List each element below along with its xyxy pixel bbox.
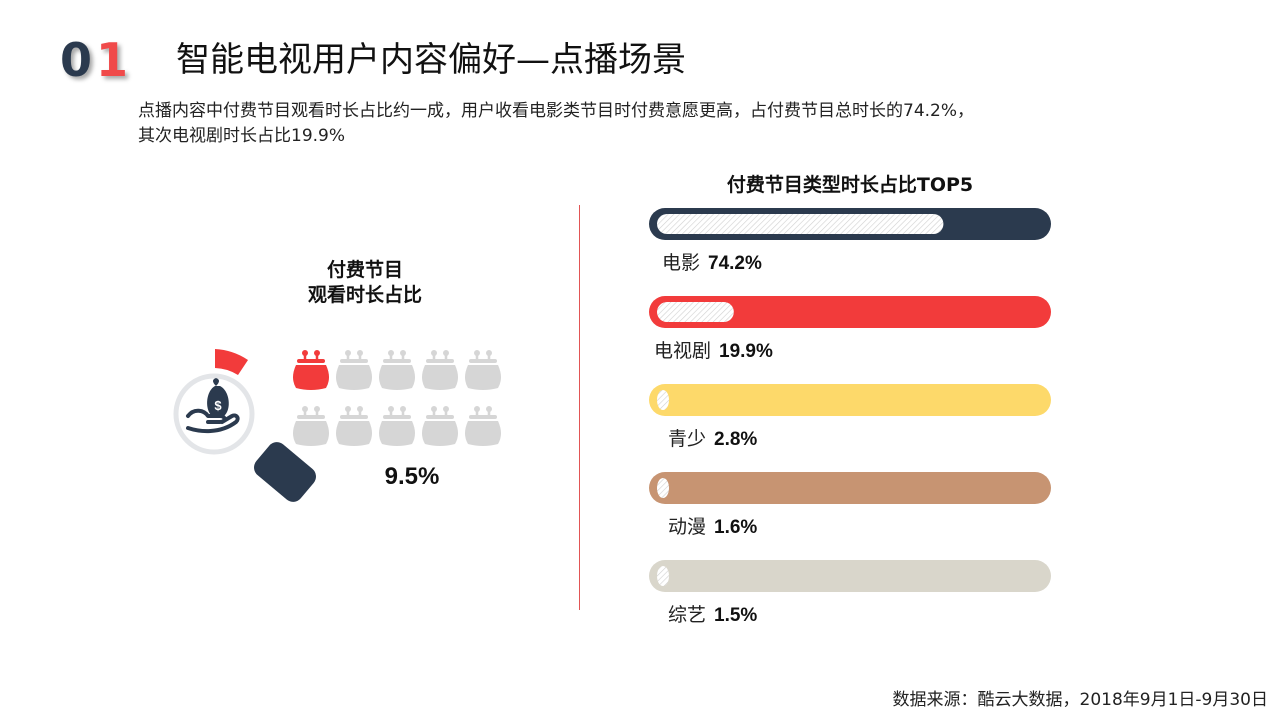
bar-category-label: 青少: [668, 428, 707, 450]
bar-label-0: 电影 74.2%: [662, 248, 762, 275]
purse-icon: [422, 406, 458, 446]
bar-track-3: [649, 472, 1051, 504]
description-line-1: 点播内容中付费节目观看时长占比约一成，用户收看电影类节目时付费意愿更高，占付费节…: [138, 101, 975, 121]
purse-icon: [379, 406, 415, 446]
paid-share-label-line1: 付费节目: [326, 259, 403, 281]
bar-category-label: 动漫: [668, 516, 707, 538]
divider-line: [579, 205, 580, 610]
svg-text:$: $: [214, 398, 222, 413]
bar-chart: [649, 208, 1051, 592]
bar-value-label: 74.2%: [708, 253, 762, 274]
paid-share-label: 付费节目 观看时长占比: [290, 258, 440, 308]
purse-icon: [422, 350, 458, 390]
purse-icon: [293, 406, 329, 446]
bar-category-label: 电影: [662, 252, 701, 274]
section-number: 01: [60, 36, 132, 84]
bar-fill-4: [657, 566, 669, 586]
purse-icon: [336, 350, 372, 390]
paid-share-percent: 9.5%: [384, 463, 440, 490]
purse-icon: [465, 350, 501, 390]
bar-fill-2: [657, 390, 669, 410]
money-bag-hand-icon: $: [173, 349, 316, 502]
bar-label-1: 电视剧 19.9%: [654, 336, 773, 363]
bar-value-label: 1.5%: [714, 605, 758, 626]
money-bag: [213, 378, 219, 386]
purse-icon: [293, 350, 329, 390]
bar-value-label: 19.9%: [719, 341, 773, 362]
bar-fill-3: [657, 478, 669, 498]
purse-icon: [336, 406, 372, 446]
bar-value-label: 2.8%: [714, 429, 758, 450]
description-line-2: 其次电视剧时长占比19.9%: [138, 126, 346, 146]
bar-label-2: 青少 2.8%: [668, 424, 757, 451]
wallet-shape: [254, 442, 316, 502]
hand: [186, 408, 240, 434]
bar-value-label: 1.6%: [714, 517, 758, 538]
bar-category-label: 综艺: [668, 604, 707, 626]
arc-segment-red: [215, 349, 248, 375]
page-title: 智能电视用户内容偏好—点播场景: [176, 40, 686, 80]
chart-title: 付费节目类型时长占比TOP5: [726, 174, 974, 196]
section-number-digit-0: 0: [60, 33, 97, 87]
page-description: 点播内容中付费节目观看时长占比约一成，用户收看电影类节目时付费意愿更高，占付费节…: [138, 99, 1198, 149]
section-number-digit-1: 1: [96, 33, 133, 87]
purse-grid: [293, 350, 501, 446]
purse-pictograph: [288, 344, 508, 458]
paid-share-label-line2: 观看时长占比: [307, 284, 422, 306]
bar-category-label: 电视剧: [654, 340, 712, 362]
arc-circle: [173, 373, 255, 455]
bar-track-2: [649, 384, 1051, 416]
bar-fill-0: [657, 214, 944, 234]
purse-icon: [379, 350, 415, 390]
bar-track-4: [649, 560, 1051, 592]
purse-icon: [465, 406, 501, 446]
data-source: 数据来源：酷云大数据，2018年9月1日-9月30日: [892, 690, 1268, 710]
bar-fill-1: [657, 302, 734, 322]
bar-track-1: [649, 296, 1051, 328]
bar-label-3: 动漫 1.6%: [668, 512, 757, 539]
bar-label-4: 综艺 1.5%: [668, 600, 757, 627]
